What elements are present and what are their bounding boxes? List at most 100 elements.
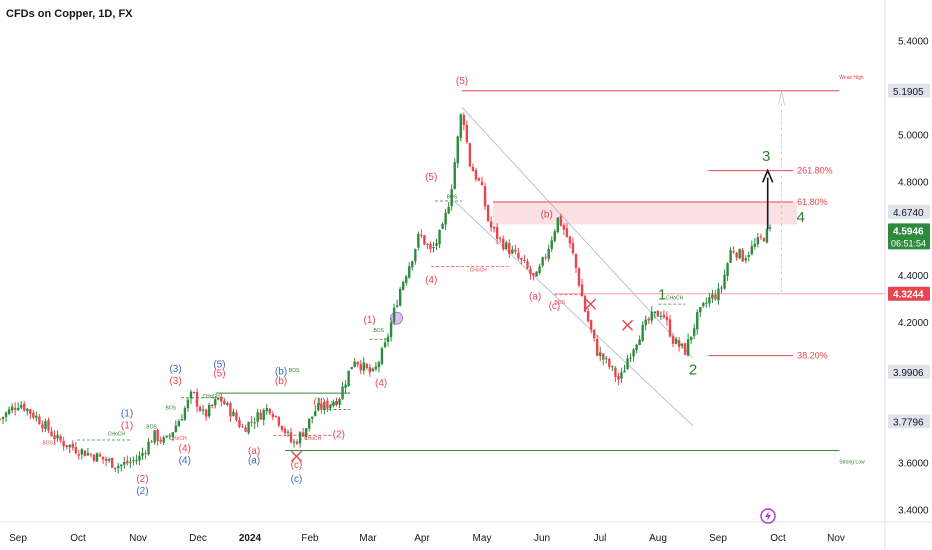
- price-tag: [888, 286, 930, 301]
- time-tick-label: Sep: [9, 533, 27, 544]
- wave-label: (c): [291, 474, 303, 485]
- candle-body: [447, 206, 450, 214]
- structure-label: BOS: [146, 424, 157, 430]
- candle-body: [438, 229, 441, 245]
- structure-label: BOS: [554, 300, 565, 306]
- candle-body: [480, 181, 484, 186]
- candle-body: [517, 252, 520, 259]
- candle-body: [129, 461, 132, 463]
- candle-body: [435, 242, 438, 246]
- candle-body: [765, 228, 769, 243]
- candle-body: [35, 415, 38, 418]
- candle-body: [286, 431, 290, 433]
- candle-body: [747, 255, 750, 258]
- candle-body: [726, 263, 729, 277]
- candle-body: [26, 408, 29, 412]
- price-axis[interactable]: 5.4000 5.0000 4.8000 4.4000 4.2000 3.6000 3.40…: [888, 37, 930, 517]
- candle-body: [526, 261, 529, 269]
- wave-label: (5): [213, 369, 225, 380]
- candle-body: [141, 452, 144, 456]
- time-axis[interactable]: Sep Oct Nov Dec 2024 Feb Mar Apr May Jun Jul Aug Sep…: [9, 508, 845, 544]
- candle-body: [432, 247, 435, 249]
- price-tick-label: 4.8000: [898, 177, 929, 188]
- candle-body: [47, 420, 50, 431]
- wave-label: (4): [375, 378, 387, 389]
- wave-label: (1): [363, 315, 375, 326]
- candle-body: [180, 419, 184, 421]
- candle-body: [644, 319, 647, 326]
- candle-body: [405, 276, 408, 283]
- wave-label: (1): [121, 420, 133, 431]
- time-tick-label: Oct: [770, 533, 786, 544]
- price-tag-label: 4.5946: [893, 226, 924, 237]
- candle-body: [77, 454, 81, 456]
- candle-body: [735, 252, 738, 258]
- time-tick-label: Dec: [189, 533, 207, 544]
- candle-body: [244, 427, 247, 432]
- wave-label: (3): [169, 364, 181, 375]
- wave-label: (c): [291, 460, 303, 471]
- candle-body: [56, 434, 59, 439]
- candle-body: [0, 418, 2, 420]
- candle-body: [762, 238, 766, 242]
- candle-body: [605, 358, 608, 360]
- candle-body: [195, 392, 199, 407]
- candle-body: [277, 416, 281, 426]
- structure-label: BOS: [166, 406, 177, 412]
- candle-body: [559, 216, 563, 226]
- candle-body: [80, 449, 84, 455]
- wave-label: (c): [549, 301, 561, 312]
- candle-body: [113, 467, 117, 469]
- wave-label: (a): [248, 446, 260, 457]
- structure-label: BOS: [289, 368, 300, 374]
- price-tag-label: 3.9906: [893, 368, 924, 379]
- candle-body: [429, 243, 432, 249]
- candle-body: [23, 403, 26, 411]
- candle-body: [20, 405, 23, 408]
- candle-body: [577, 268, 581, 286]
- lightning-icon[interactable]: [760, 508, 776, 524]
- price-tag: [888, 204, 930, 219]
- candle-body: [420, 234, 423, 236]
- candle-body: [401, 281, 405, 290]
- candle-body: [241, 426, 244, 428]
- candle-body: [262, 410, 265, 420]
- fib-level-label: 38.20%: [797, 351, 828, 361]
- time-tick-label: Nov: [129, 533, 147, 544]
- candle-body: [477, 178, 481, 181]
- candle-body: [565, 228, 569, 237]
- candle-body: [32, 412, 35, 418]
- candle-body: [232, 411, 235, 417]
- lightning-icon-ring: [760, 508, 776, 524]
- candle-body: [423, 235, 426, 245]
- candle-body: [656, 310, 660, 317]
- structure-label: BOS: [373, 328, 384, 334]
- candle-body: [705, 302, 708, 304]
- target-arrow-head: [761, 168, 774, 183]
- candle-body: [220, 396, 223, 402]
- candle-body: [1, 416, 5, 420]
- candle-body: [59, 436, 62, 441]
- candle-body: [204, 409, 208, 417]
- candle-body: [44, 421, 47, 430]
- candle-body: [574, 253, 578, 268]
- candle-body: [680, 343, 684, 347]
- candle-body: [550, 240, 553, 249]
- structure-label: Strong Low: [839, 459, 865, 465]
- price-tag: [888, 364, 930, 379]
- candle-body: [192, 391, 196, 393]
- candle-body: [647, 318, 650, 321]
- structure-label: CHoCH: [169, 436, 187, 442]
- time-tick-label: Feb: [301, 533, 319, 544]
- candle-body: [611, 366, 614, 368]
- time-tick-label: Jul: [594, 533, 607, 544]
- candle-body: [120, 464, 123, 467]
- chart-title: CFDs on Copper, 1D, FX: [6, 8, 133, 20]
- candle-body: [623, 370, 626, 373]
- candle-body: [283, 428, 287, 433]
- candle-body: [374, 366, 378, 370]
- candle-body: [329, 404, 332, 409]
- candle-body: [168, 435, 171, 437]
- candle-body: [586, 311, 590, 322]
- candle-body: [362, 362, 365, 371]
